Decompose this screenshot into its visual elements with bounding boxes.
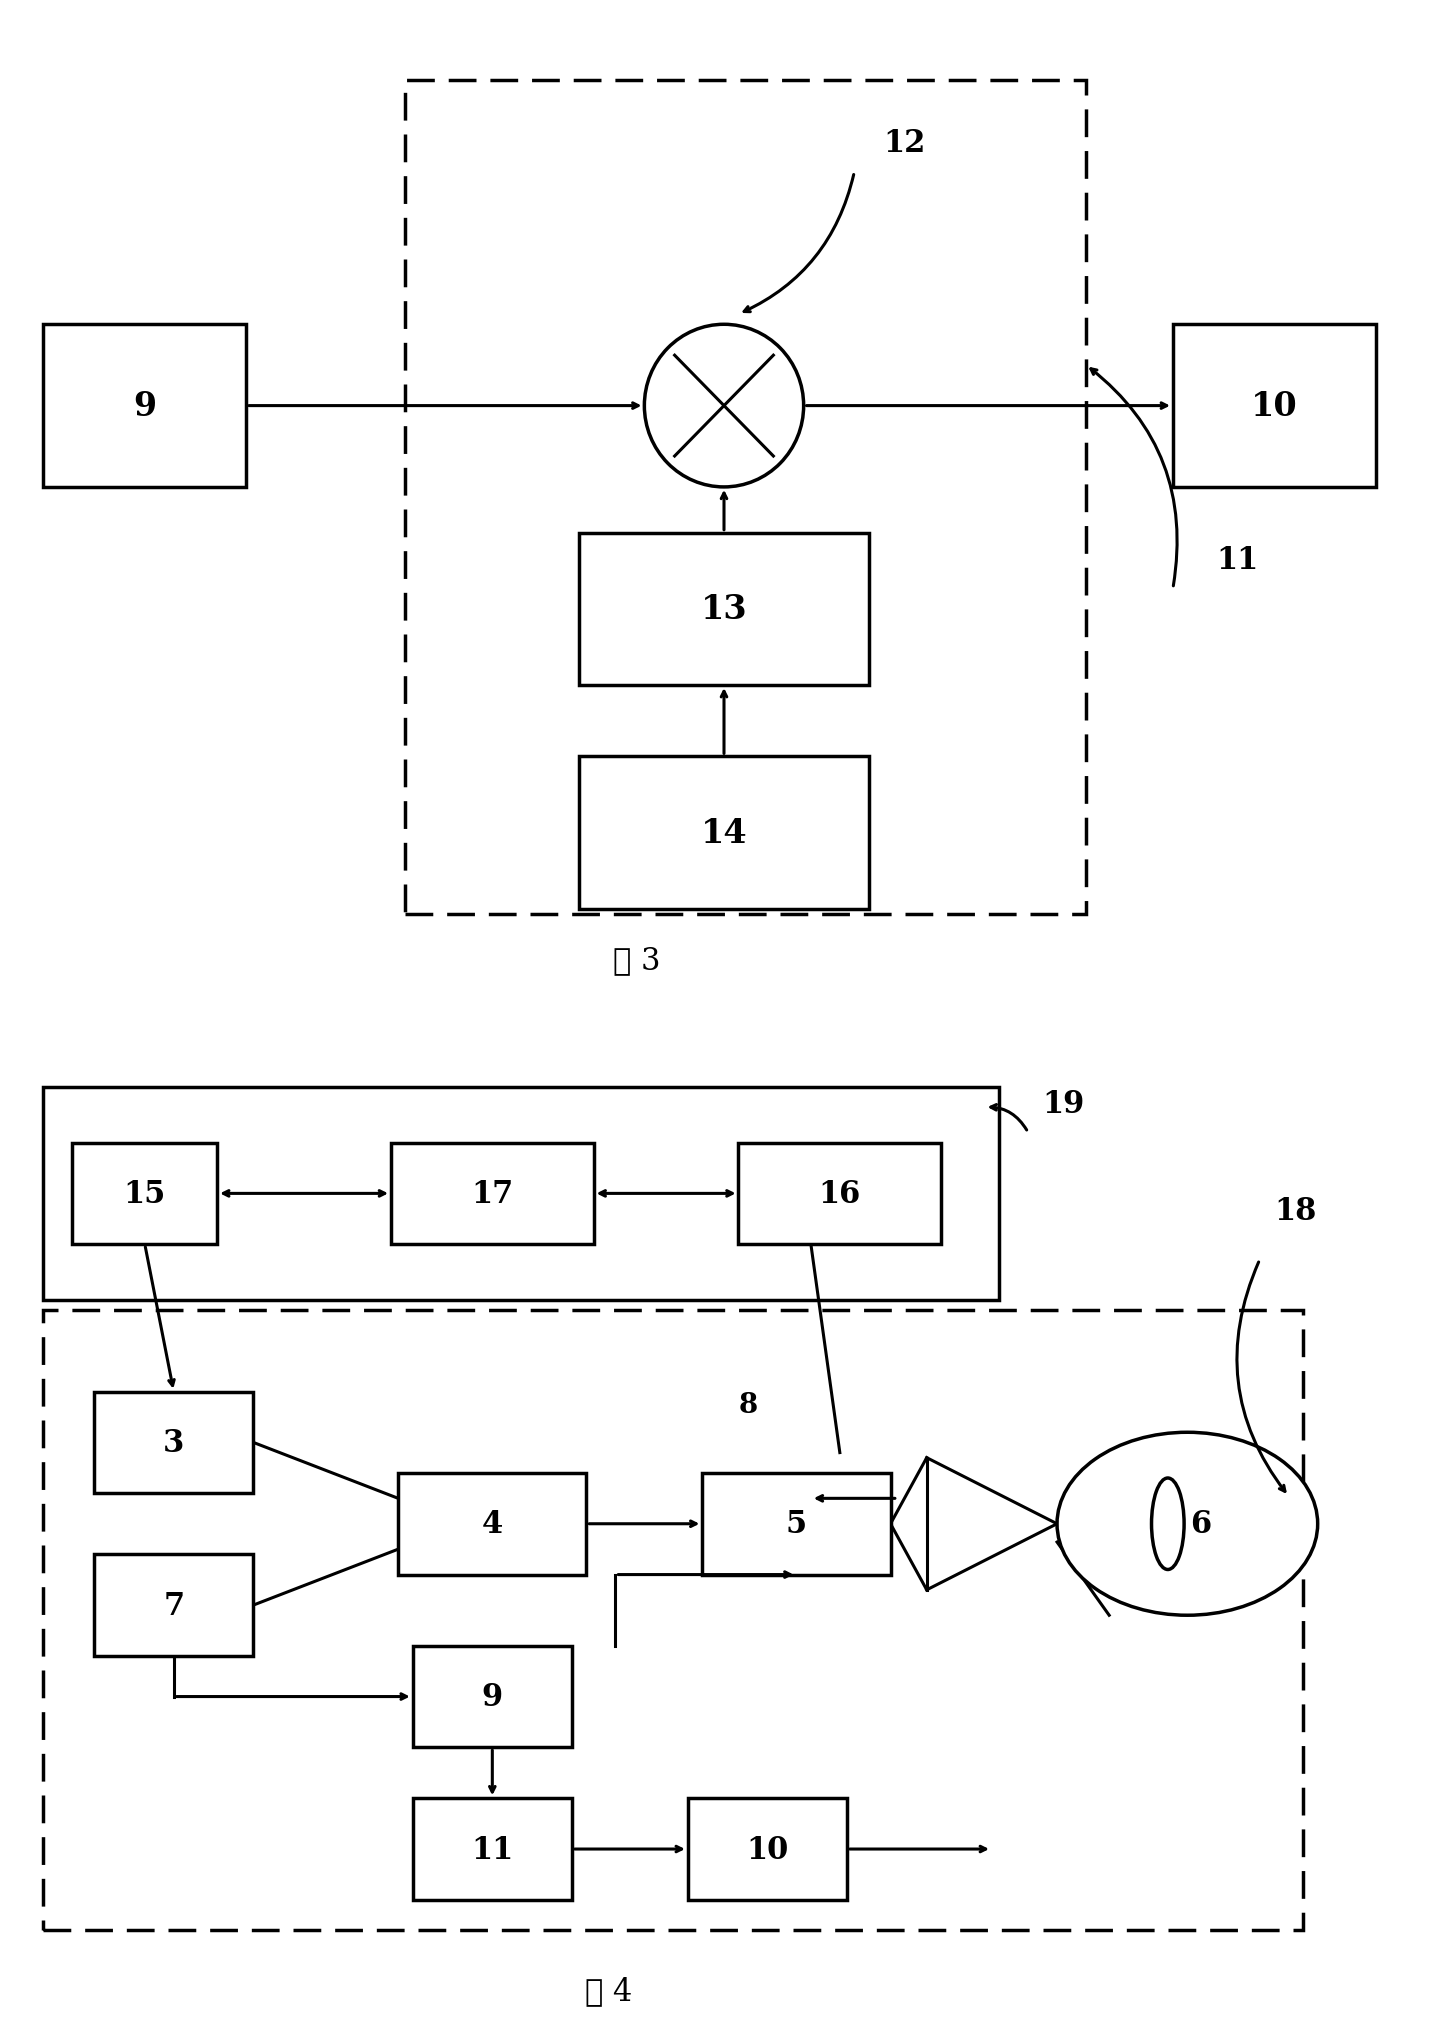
- FancyBboxPatch shape: [94, 1392, 253, 1494]
- FancyBboxPatch shape: [391, 1142, 594, 1244]
- Text: 9: 9: [133, 390, 156, 423]
- FancyBboxPatch shape: [579, 532, 869, 687]
- Text: 4: 4: [482, 1508, 502, 1540]
- Text: 10: 10: [1251, 390, 1297, 423]
- Text: 8: 8: [738, 1392, 757, 1418]
- FancyBboxPatch shape: [72, 1142, 217, 1244]
- Text: 16: 16: [818, 1179, 862, 1209]
- Text: 18: 18: [1274, 1195, 1316, 1225]
- FancyBboxPatch shape: [398, 1473, 586, 1575]
- Text: 图 3: 图 3: [614, 945, 660, 975]
- Text: 11: 11: [1216, 545, 1258, 575]
- FancyBboxPatch shape: [94, 1554, 253, 1656]
- Text: 15: 15: [123, 1179, 167, 1209]
- Text: 17: 17: [471, 1179, 514, 1209]
- Text: 14: 14: [701, 817, 747, 849]
- Ellipse shape: [1151, 1479, 1184, 1569]
- Circle shape: [1057, 1433, 1318, 1615]
- Text: 19: 19: [1043, 1089, 1085, 1120]
- Text: 12: 12: [883, 128, 925, 158]
- FancyBboxPatch shape: [579, 756, 869, 910]
- Text: 图 4: 图 4: [585, 1975, 631, 2008]
- Text: 11: 11: [471, 1833, 514, 1865]
- Text: 5: 5: [786, 1508, 807, 1540]
- FancyBboxPatch shape: [738, 1142, 941, 1244]
- Text: 6: 6: [1190, 1508, 1211, 1540]
- FancyBboxPatch shape: [688, 1798, 847, 1900]
- Text: 7: 7: [164, 1589, 184, 1622]
- Text: 13: 13: [701, 593, 747, 626]
- Ellipse shape: [644, 325, 804, 488]
- Text: 10: 10: [746, 1833, 789, 1865]
- FancyBboxPatch shape: [702, 1473, 891, 1575]
- FancyBboxPatch shape: [413, 1646, 572, 1748]
- Text: 3: 3: [164, 1426, 184, 1459]
- FancyBboxPatch shape: [1173, 325, 1376, 488]
- FancyBboxPatch shape: [413, 1798, 572, 1900]
- FancyBboxPatch shape: [43, 325, 246, 488]
- Text: 9: 9: [482, 1680, 502, 1713]
